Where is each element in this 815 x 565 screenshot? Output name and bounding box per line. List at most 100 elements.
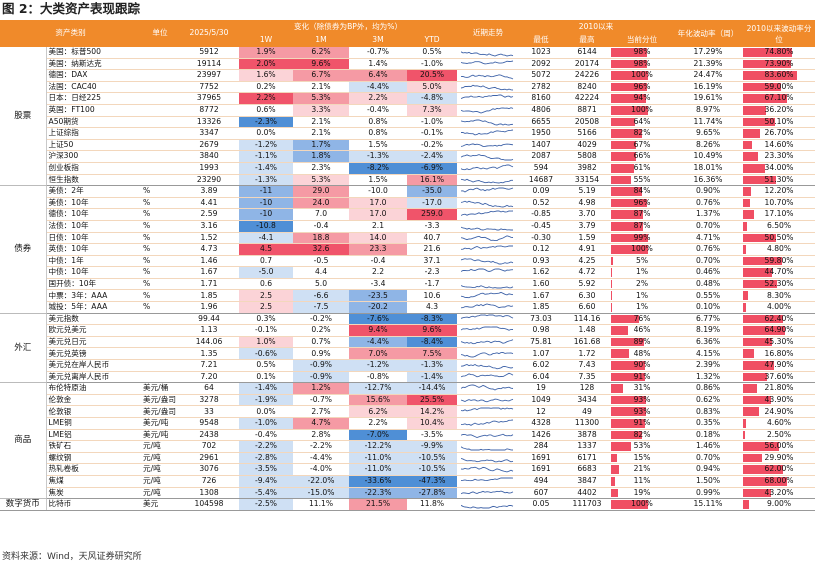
percentile-bar (611, 279, 612, 289)
percentile-cell: 100% (611, 498, 674, 511)
table-row: 欧元兑美元 1.13 -0.1% 0.2% 9.4% 9.6% 0.98 1.48 46% 8.1… (0, 324, 815, 337)
percentile-value: 89% (633, 336, 651, 346)
trend-sparkline (461, 363, 514, 370)
change-m1: -7.5 (293, 301, 349, 314)
percentile-value: 93% (633, 406, 651, 416)
change-m1: 6.7% (293, 69, 349, 82)
change-m1: 7.0 (293, 208, 349, 221)
vol-percentile-bar (743, 221, 748, 231)
vol-percentile-cell: 14.60% (743, 139, 815, 152)
annual-vol: 0.86% (673, 382, 744, 395)
asset-name: 日本：日经225 (46, 92, 141, 105)
trend-sparkline (461, 326, 514, 331)
annual-vol: 16.36% (673, 174, 744, 187)
min-value: 1407 (519, 139, 564, 152)
vol-percentile-bar (743, 152, 759, 161)
max-value: 4402 (563, 487, 612, 500)
min-value: 1426 (519, 429, 564, 442)
current-value: 23290 (179, 174, 239, 187)
vol-percentile-value: 24.90% (764, 406, 794, 416)
change-m3: 2.2 (349, 266, 407, 279)
vol-percentile-value: 6.50% (766, 221, 792, 230)
percentile-value: 67% (633, 139, 651, 149)
annual-vol: 4.15% (673, 347, 744, 361)
current-value: 1993 (179, 162, 239, 175)
change-w1: 2.5 (239, 301, 293, 314)
percentile-cell: 46% (611, 324, 674, 337)
percentile-cell: 96% (611, 197, 674, 210)
trend-cell (457, 116, 520, 129)
min-value: 75.81 (519, 336, 564, 349)
current-value: 7752 (179, 81, 239, 94)
asset-name: LME铜 (46, 417, 141, 430)
table-row: 城投：5年：AAA% 1.96 2.5 -7.5 -20.2 4.3 1.85 6.60 1% 0… (0, 301, 815, 314)
change-w1: 2.2% (239, 92, 293, 105)
current-value: 5912 (179, 47, 239, 59)
trend-sparkline (461, 292, 514, 299)
asset-unit (141, 359, 179, 372)
current-value: 4.73 (179, 243, 239, 256)
annual-vol: 0.76% (673, 243, 744, 256)
current-value: 99.44 (179, 313, 239, 326)
vol-percentile-bar (743, 256, 782, 266)
min-value: 6655 (519, 116, 564, 129)
trend-cell (457, 336, 520, 349)
change-w1: -0.4% (239, 429, 293, 442)
change-ytd: -1.0% (407, 116, 458, 129)
asset-name: 沪深300 (46, 150, 141, 163)
trend-cell (457, 359, 520, 372)
max-value: 4.25 (563, 255, 612, 268)
vol-percentile-cell: 4.80% (743, 243, 815, 256)
percentile-cell: 5% (611, 255, 674, 268)
trend-cell (457, 197, 520, 210)
change-w1: -1.3% (239, 174, 293, 187)
change-m3: 0.8% (349, 116, 407, 129)
change-w1: -5.0 (239, 266, 293, 279)
min-value: 284 (519, 440, 564, 453)
vol-percentile-value: 62.00% (764, 464, 794, 474)
percentile-cell: 82% (611, 429, 674, 442)
vol-percentile-bar (743, 303, 746, 312)
trend-sparkline (461, 51, 514, 57)
header-trend: 近期走势 (457, 20, 520, 47)
table-row: 法国：CAC40 7752 0.2% 2.1% -4.4% 5.0% 2782 8240 96%… (0, 81, 815, 94)
change-w1: -2.8% (239, 452, 293, 465)
change-m1: 0.2% (293, 324, 349, 337)
vol-percentile-bar (743, 268, 772, 277)
trend-sparkline (461, 457, 514, 462)
percentile-cell: 67% (611, 139, 674, 152)
min-value: 0.09 (519, 185, 564, 198)
min-value: 0.52 (519, 197, 564, 210)
percentile-bar (611, 187, 643, 196)
trend-cell (457, 255, 520, 268)
percentile-cell: 100% (611, 69, 674, 82)
change-w1: -1.4% (239, 162, 293, 175)
percentile-value: 96% (633, 197, 651, 207)
annual-vol: 24.47% (673, 69, 744, 82)
max-value: 3434 (563, 394, 612, 407)
current-value: 13326 (179, 116, 239, 129)
annual-vol: 4.71% (673, 232, 744, 245)
change-m1: 4.4 (293, 266, 349, 279)
vol-percentile-value: 43.20% (764, 487, 794, 497)
change-ytd: 20.5% (407, 69, 458, 82)
percentile-cell: 89% (611, 336, 674, 349)
change-ytd: -35.0 (407, 185, 458, 198)
change-w1: 0.3% (239, 313, 293, 326)
current-value: 144.06 (179, 336, 239, 349)
table-row: LME铜 美元/吨 9548 -1.0% 4.7% 2.2% 10.4% 4328 11300 9… (0, 417, 815, 430)
percentile-cell: 19% (611, 487, 674, 500)
current-value: 7.20 (179, 371, 239, 384)
percentile-bar (611, 245, 649, 254)
percentile-cell: 53% (611, 440, 674, 453)
percentile-bar (611, 442, 631, 451)
change-ytd: 5.0% (407, 81, 458, 94)
asset-unit (141, 104, 179, 117)
asset-name: LME铝 (46, 429, 141, 442)
vol-percentile-value: 45.30% (764, 336, 794, 346)
change-m3: -11.0% (349, 452, 407, 465)
vol-percentile-bar (743, 476, 788, 486)
max-value: 3.70 (563, 208, 612, 221)
change-m1: 3.3% (293, 104, 349, 117)
change-w1: -2.2% (239, 440, 293, 453)
